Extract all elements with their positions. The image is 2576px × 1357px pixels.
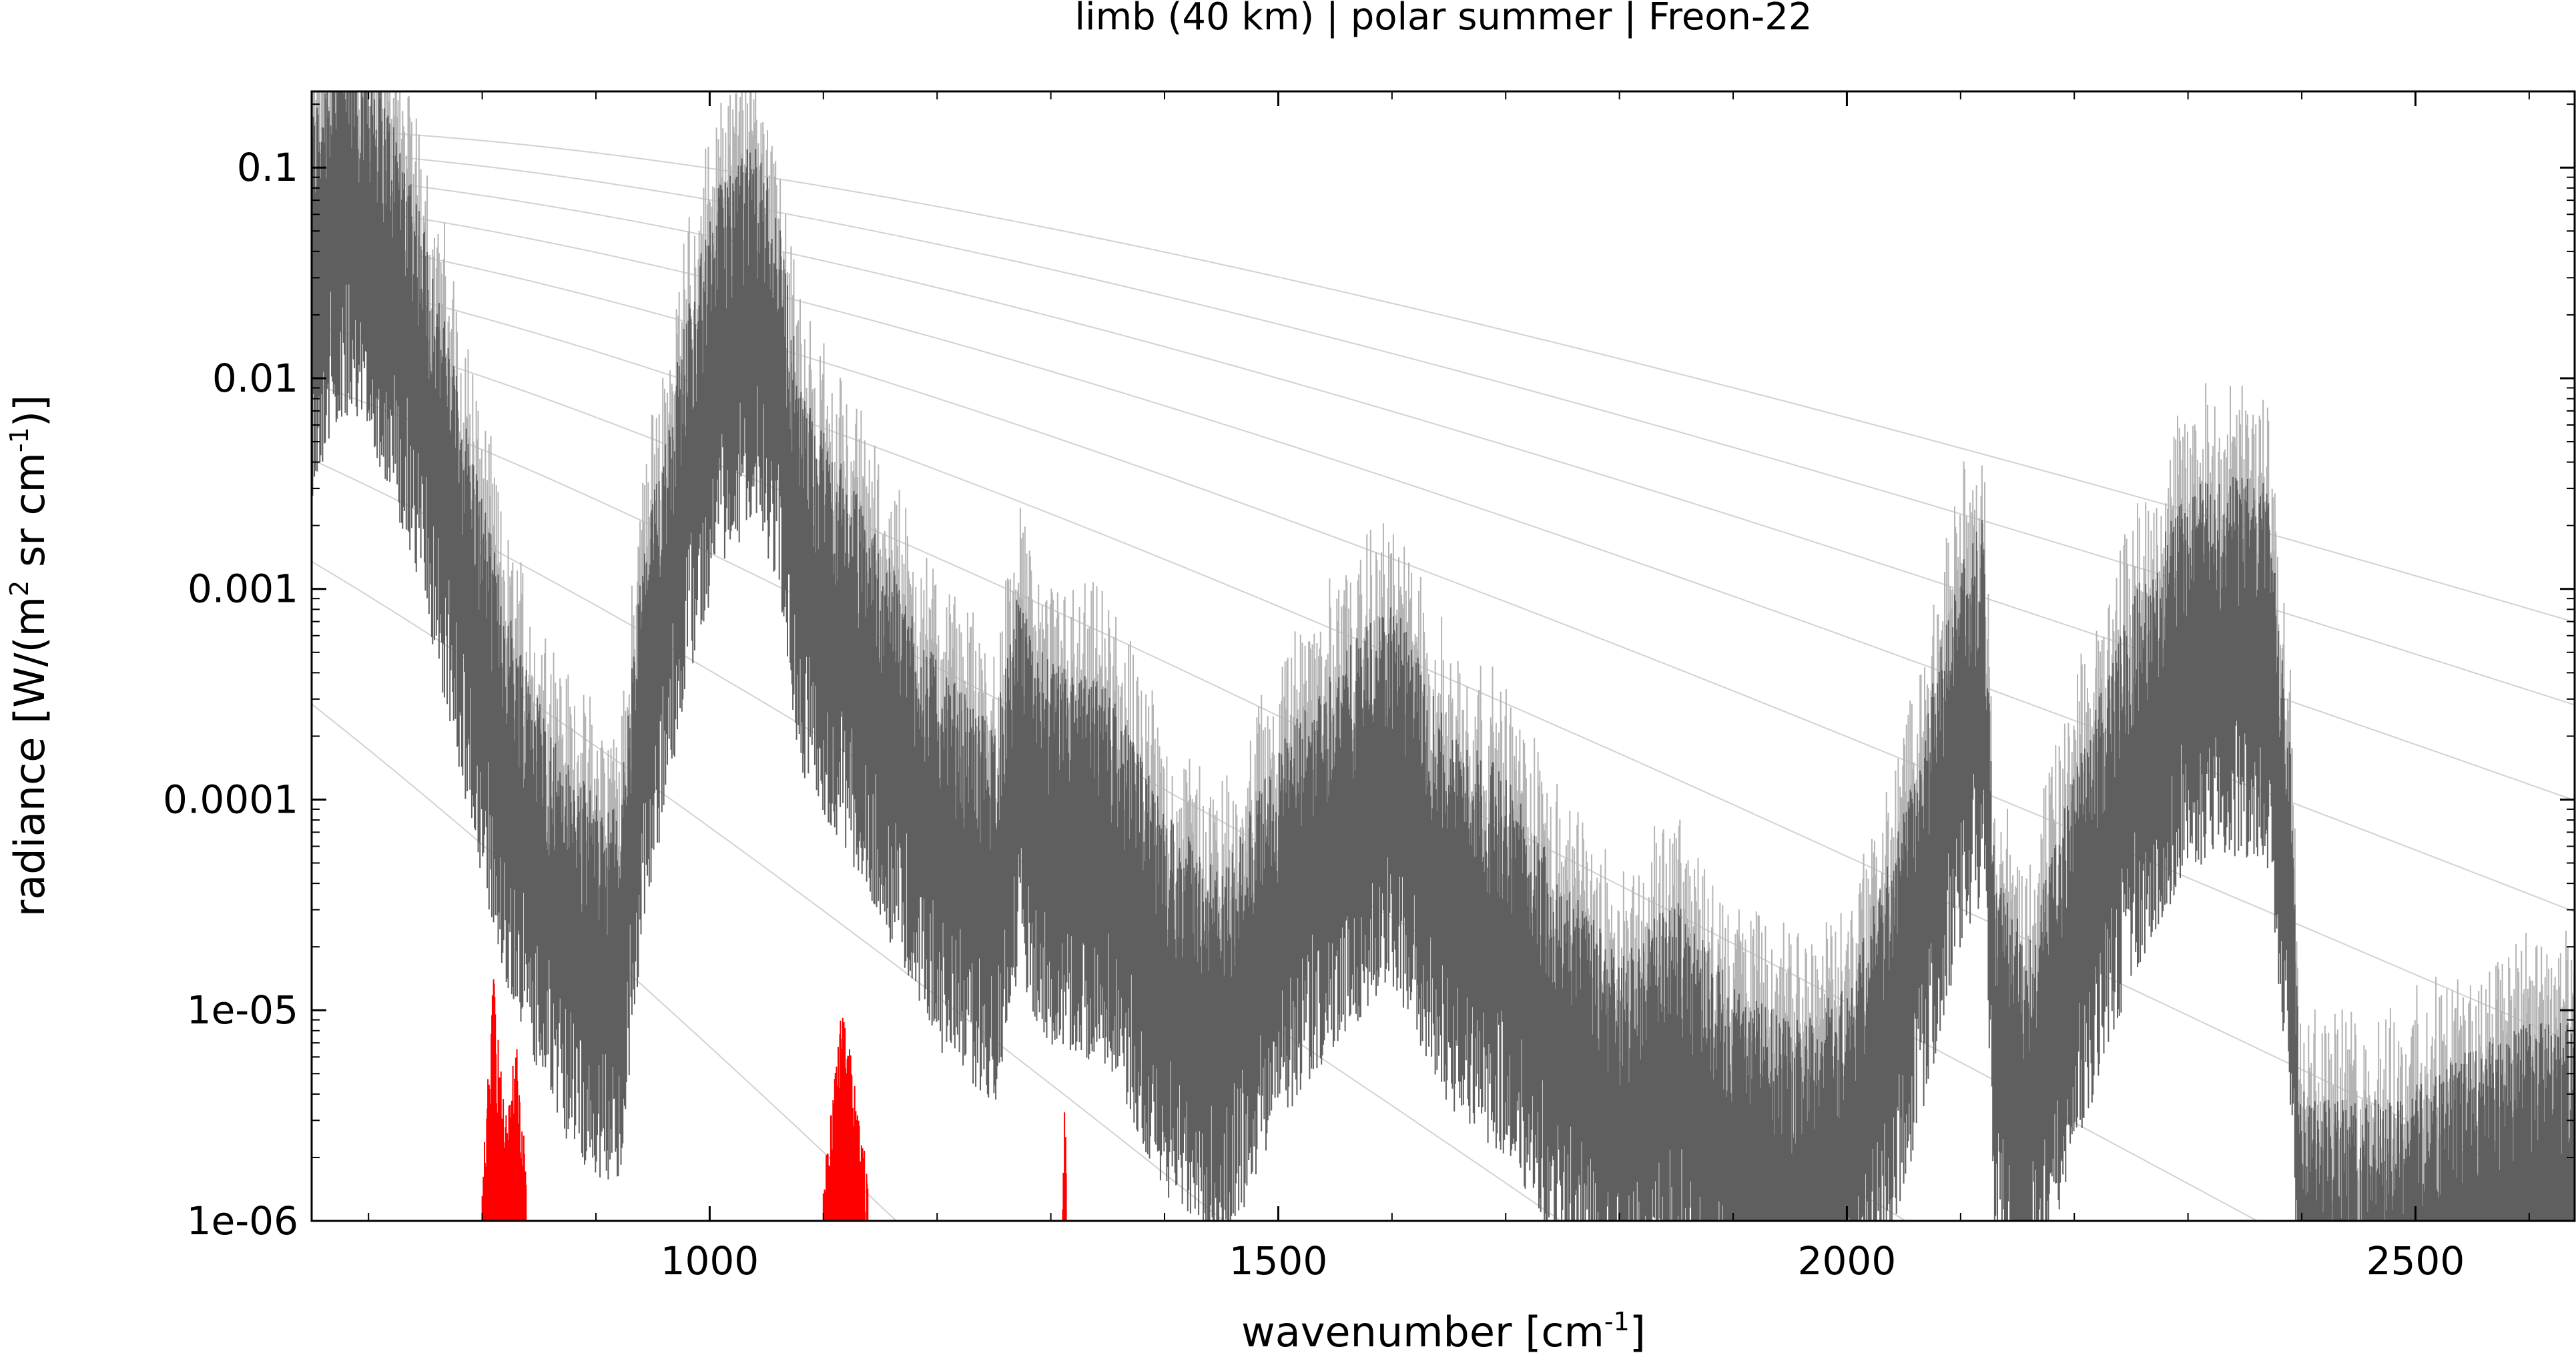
series-layer (312, 91, 2575, 1221)
reference-curve (312, 560, 1225, 1221)
reference-curve (312, 703, 898, 1221)
y-tick-label: 0.001 (188, 566, 298, 612)
y-axis-label: radiance [W/(m2 sr cm-1)] (5, 395, 54, 917)
chart-title: limb (40 km) | polar summer | Freon-22 (1074, 0, 1812, 39)
y-tick-label: 0.0001 (163, 777, 298, 822)
x-tick-label: 2500 (2366, 1238, 2465, 1284)
x-tick-label: 2000 (1798, 1238, 1897, 1284)
y-tick-label: 0.1 (237, 145, 298, 190)
x-axis: 1000 1500 2000 2500 (368, 91, 2530, 1284)
plot-frame (310, 90, 2576, 1222)
x-axis-label: wavenumber [cm-1] (1241, 1307, 1646, 1356)
reference-curve (312, 458, 1562, 1221)
y-axis: 0.1 0.01 0.001 0.0001 1e-05 1e-06 (163, 103, 2575, 1244)
y-tick-label: 1e-05 (187, 987, 298, 1033)
y-tick-label: 1e-06 (187, 1198, 298, 1244)
spectrum-series (312, 91, 2575, 1221)
plot-area (312, 91, 2575, 1221)
spectrum-series-max (312, 91, 2575, 1221)
y-tick-label: 0.01 (212, 356, 298, 401)
target-gas-series (481, 979, 1068, 1221)
x-tick-label: 1500 (1229, 1238, 1328, 1284)
x-tick-label: 1000 (661, 1238, 759, 1284)
